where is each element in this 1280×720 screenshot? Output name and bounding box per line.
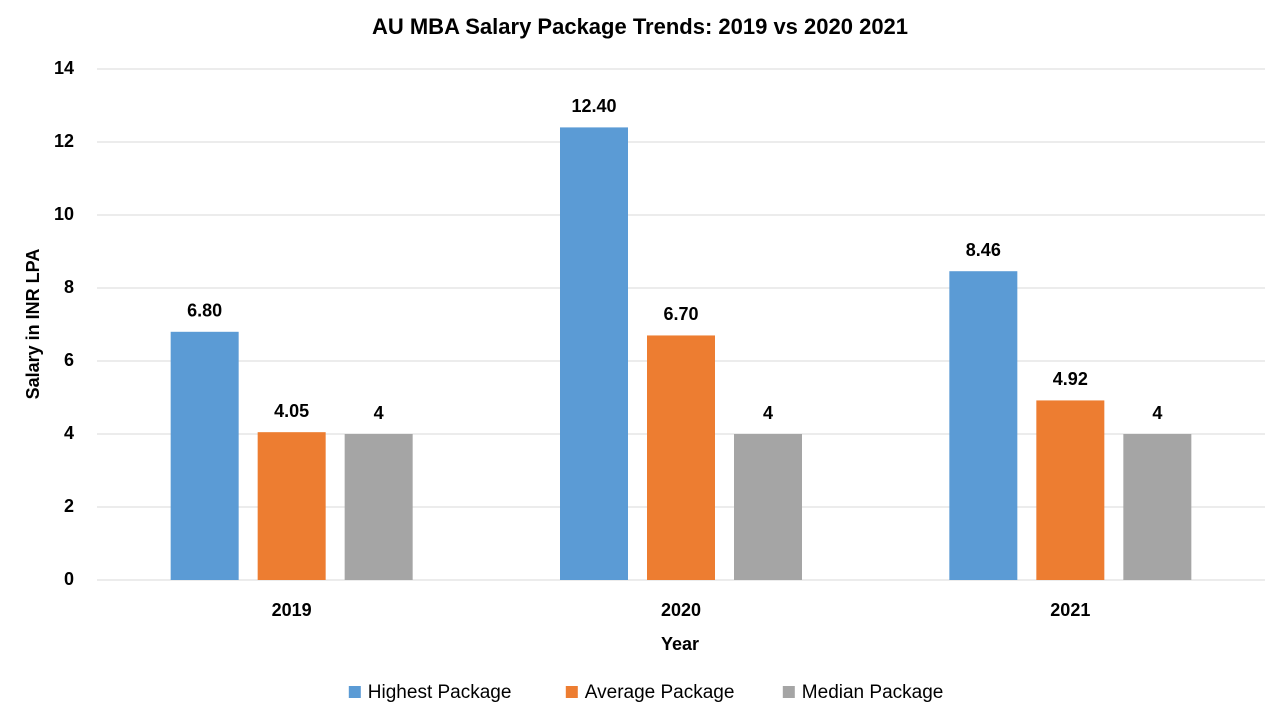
x-tick-label: 2019 (272, 600, 312, 620)
data-label: 4 (763, 403, 773, 423)
y-tick-label: 2 (64, 496, 74, 516)
chart-title: AU MBA Salary Package Trends: 2019 vs 20… (372, 14, 908, 39)
legend-label: Average Package (585, 682, 735, 703)
legend-label: Highest Package (368, 682, 512, 703)
x-tick-label: 2020 (661, 600, 701, 620)
bar (647, 335, 715, 580)
data-label: 8.46 (966, 240, 1001, 260)
x-tick-label: 2021 (1050, 600, 1090, 620)
data-label: 4 (1152, 403, 1162, 423)
y-tick-label: 10 (54, 204, 74, 224)
bar (1123, 434, 1192, 580)
data-label: 4.05 (274, 401, 309, 421)
data-label: 12.40 (571, 96, 616, 116)
y-axis-title: Salary in INR LPA (23, 249, 43, 400)
bar (1036, 400, 1105, 580)
bar (560, 127, 628, 581)
data-label: 6.80 (187, 301, 222, 321)
data-label: 4 (374, 403, 384, 423)
bar (344, 434, 413, 580)
y-tick-label: 12 (54, 131, 74, 151)
x-axis-title: Year (661, 634, 699, 654)
legend-swatch (565, 686, 578, 698)
legend-swatch (348, 686, 361, 698)
y-tick-label: 14 (54, 58, 74, 78)
legend-label: Median Package (802, 682, 944, 703)
bar (949, 271, 1018, 580)
data-label: 4.92 (1053, 369, 1088, 389)
data-label: 6.70 (663, 304, 698, 324)
bar (170, 331, 239, 580)
bar (734, 434, 802, 580)
y-tick-label: 8 (64, 277, 74, 297)
y-tick-label: 6 (64, 350, 74, 370)
y-tick-label: 4 (64, 423, 74, 443)
legend-swatch (782, 686, 795, 698)
y-tick-label: 0 (64, 569, 74, 589)
bar (257, 432, 326, 580)
